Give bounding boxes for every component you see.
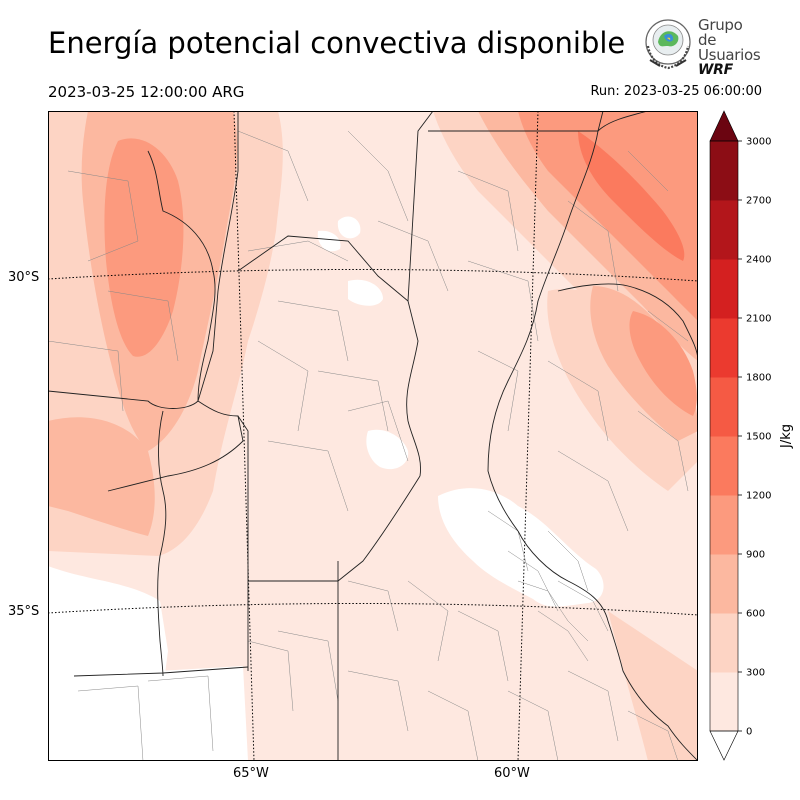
colorbar-extend-top — [709, 110, 739, 142]
cape-band-300-southeast — [608, 611, 698, 761]
valid-time: 2023-03-25 12:00:00 ARG — [48, 83, 245, 101]
colorbar-bands — [710, 141, 738, 732]
logo-line-3: WRF — [698, 62, 733, 78]
colorbar-ticks: 0 300 600 900 1200 1500 1800 2100 2400 2700 3000 — [738, 137, 771, 738]
colorbar-band-2 — [710, 554, 738, 614]
colorbar-band-4 — [710, 436, 738, 496]
colorbar-tick-label: 0 — [746, 727, 752, 738]
wreath-emblem-icon — [645, 19, 691, 70]
map-frame — [48, 111, 698, 761]
colorbar-tick-label: 600 — [746, 609, 765, 620]
colorbar-tick-label: 3000 — [746, 137, 771, 148]
parallel-30s — [48, 268, 698, 282]
lon-label-65w: 65°W — [233, 766, 269, 781]
cape-band-300-east-mid — [547, 289, 698, 491]
colorbar-band-0 — [710, 672, 738, 732]
cape-zero-patch-north — [337, 216, 361, 239]
lon-label-60w: 60°W — [494, 766, 530, 781]
cape-zero-area-south — [74, 666, 248, 761]
parallel-35s — [48, 602, 698, 616]
colorbar-tick-label: 900 — [746, 550, 765, 561]
lat-label-35s: 35°S — [8, 604, 40, 619]
department-boundaries — [48, 130, 689, 761]
colorbar-tick-label: 2700 — [746, 196, 771, 207]
colorbar-band-6 — [710, 318, 738, 378]
colorbar-tick-label: 1800 — [746, 373, 771, 384]
logo-line-2: Usuarios — [698, 46, 761, 64]
map-title: Energía potencial convectiva disponible — [48, 26, 626, 60]
logo-text: Grupo de Usuarios WRF — [698, 18, 762, 78]
colorbar-tick-label: 2100 — [746, 314, 771, 325]
cape-zero-patch-upper — [317, 230, 341, 252]
cape-colorbar: 0 300 600 900 1200 1500 1800 2100 2400 2700 3000 J… — [709, 110, 794, 761]
lat-label-30s: 30°S — [8, 270, 40, 285]
grupo-usuarios-wrf-logo: Grupo de Usuarios WRF — [640, 16, 762, 78]
cape-band-900-east — [629, 311, 697, 416]
colorbar-band-1 — [710, 613, 738, 673]
colorbar-tick-label: 1200 — [746, 491, 771, 502]
cape-zero-area-east — [438, 488, 604, 607]
cape-zero-patch-center — [366, 429, 409, 470]
colorbar-band-8 — [710, 200, 738, 260]
colorbar-tick-label: 1500 — [746, 432, 771, 443]
cape-map — [48, 111, 698, 761]
province-boundaries — [48, 111, 698, 761]
colorbar-band-3 — [710, 495, 738, 555]
run-time: Run: 2023-03-25 06:00:00 — [590, 84, 762, 99]
colorbar-label: J/kg — [779, 424, 794, 449]
colorbar-band-9 — [710, 141, 738, 201]
cape-band-1200-northeast — [578, 131, 685, 261]
colorbar-extend-bottom — [709, 730, 739, 761]
colorbar-tick-label: 300 — [746, 668, 765, 679]
colorbar-tick-label: 2400 — [746, 255, 771, 266]
cape-band-900-northeast — [518, 111, 698, 321]
cape-band-600-southwest — [48, 417, 155, 536]
colorbar-band-7 — [710, 259, 738, 319]
cape-band-900-northwest — [104, 138, 184, 357]
cape-zero-patch-mid — [348, 279, 383, 306]
logo-line-1: Grupo de — [698, 16, 743, 49]
colorbar-band-5 — [710, 377, 738, 437]
